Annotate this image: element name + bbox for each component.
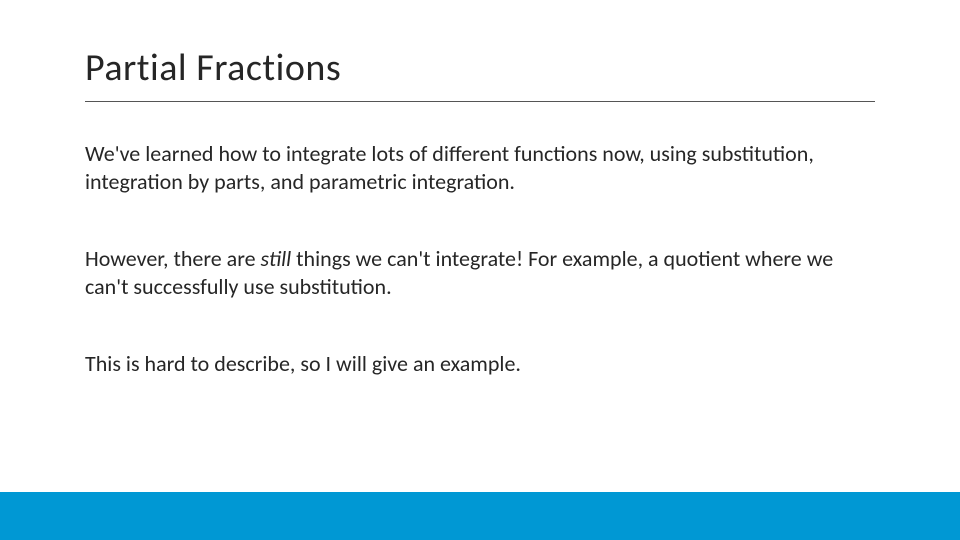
slide-container: Partial Fractions We've learned how to i… bbox=[0, 0, 960, 540]
paragraph-2-italic: still bbox=[261, 245, 292, 272]
paragraph-3: This is hard to describe, so I will give… bbox=[85, 350, 875, 378]
footer-accent-bar bbox=[0, 492, 960, 540]
paragraph-1: We've learned how to integrate lots of d… bbox=[85, 140, 875, 195]
paragraph-2: However, there are still things we can't… bbox=[85, 245, 875, 300]
slide-title: Partial Fractions bbox=[85, 45, 875, 102]
paragraph-2-pre: However, there are bbox=[85, 245, 261, 272]
